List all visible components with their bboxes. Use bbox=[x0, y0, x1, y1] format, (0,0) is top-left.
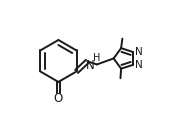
Text: H: H bbox=[93, 53, 101, 63]
Text: N: N bbox=[135, 60, 142, 70]
Text: N: N bbox=[86, 59, 95, 72]
Text: N: N bbox=[135, 47, 142, 57]
Text: O: O bbox=[54, 92, 63, 105]
